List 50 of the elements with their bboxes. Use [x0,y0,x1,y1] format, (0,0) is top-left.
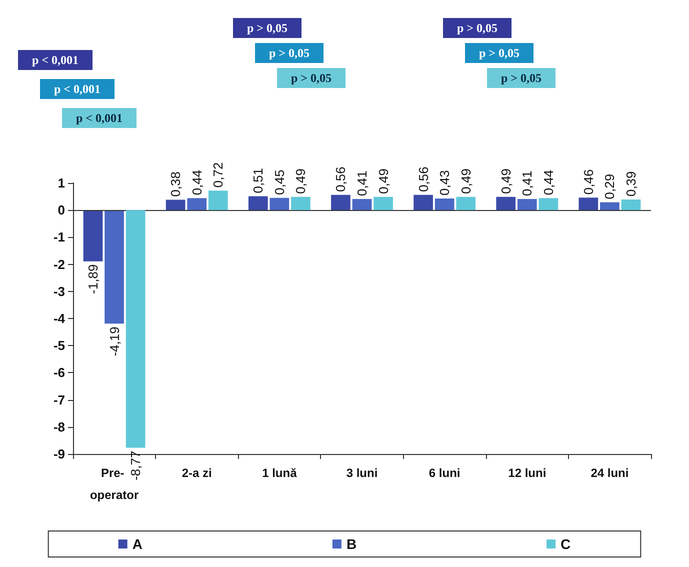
text: p < 0,001 [32,53,79,67]
data-label: 0,38 [168,171,184,197]
y-tick-label: -2 [53,256,65,272]
y-tick-label: -6 [53,365,65,380]
y-tick-label: 0 [58,202,65,218]
legend-label: A [132,536,142,552]
text: p > 0,05 [501,71,542,85]
data-label: -8,77 [128,450,144,480]
x-tick-label: 2-a zi [182,466,212,480]
y-tick-label: -4 [53,311,66,326]
text: p > 0,05 [269,46,310,60]
data-label: 0,41 [354,170,370,196]
data-label: 0,49 [376,168,391,194]
y-tick-label: -9 [53,446,65,462]
data-label: 0,49 [498,168,514,194]
text: p < 0,001 [76,111,123,125]
data-label: 0,44 [189,170,204,196]
data-label: 0,56 [333,166,348,192]
x-tick-label: 6 luni [428,466,460,480]
text: p > 0,05 [479,46,520,60]
data-label: 0,39 [624,171,638,197]
text: p > 0,05 [291,71,332,85]
data-label: 0,29 [602,174,618,200]
x-tick-label: 24 luni [590,466,629,480]
data-label: 0,56 [416,166,431,192]
x-tick-label: 1 lună [262,466,298,480]
data-label: 0,41 [520,170,535,196]
text: p < 0,001 [54,82,101,96]
data-label: 0,51 [250,168,266,194]
y-tick-label: 1 [58,176,65,190]
legend-label: B [346,536,357,552]
data-label: 0,45 [272,170,287,195]
data-label: 0,44 [540,170,556,196]
text: p > 0,05 [247,21,288,35]
data-label: 0,72 [210,162,226,188]
data-label: 0,46 [580,169,596,195]
data-label: 0,49 [293,168,308,194]
y-tick-label: -8 [53,419,65,434]
data-label: 0,49 [458,168,474,194]
data-label: -4,19 [106,326,122,356]
data-label: 0,43 [437,170,452,196]
y-tick-label: -7 [53,392,65,408]
x-tick-label: 12 luni [508,466,546,480]
y-tick-label: -3 [53,284,65,299]
x-tick-label: 3 luni [346,466,378,480]
y-tick-label: -1 [53,230,65,245]
text: p > 0,05 [457,21,498,35]
y-tick-label: -5 [53,338,65,354]
data-label: -1,89 [86,264,100,294]
legend-label: C [560,536,571,552]
